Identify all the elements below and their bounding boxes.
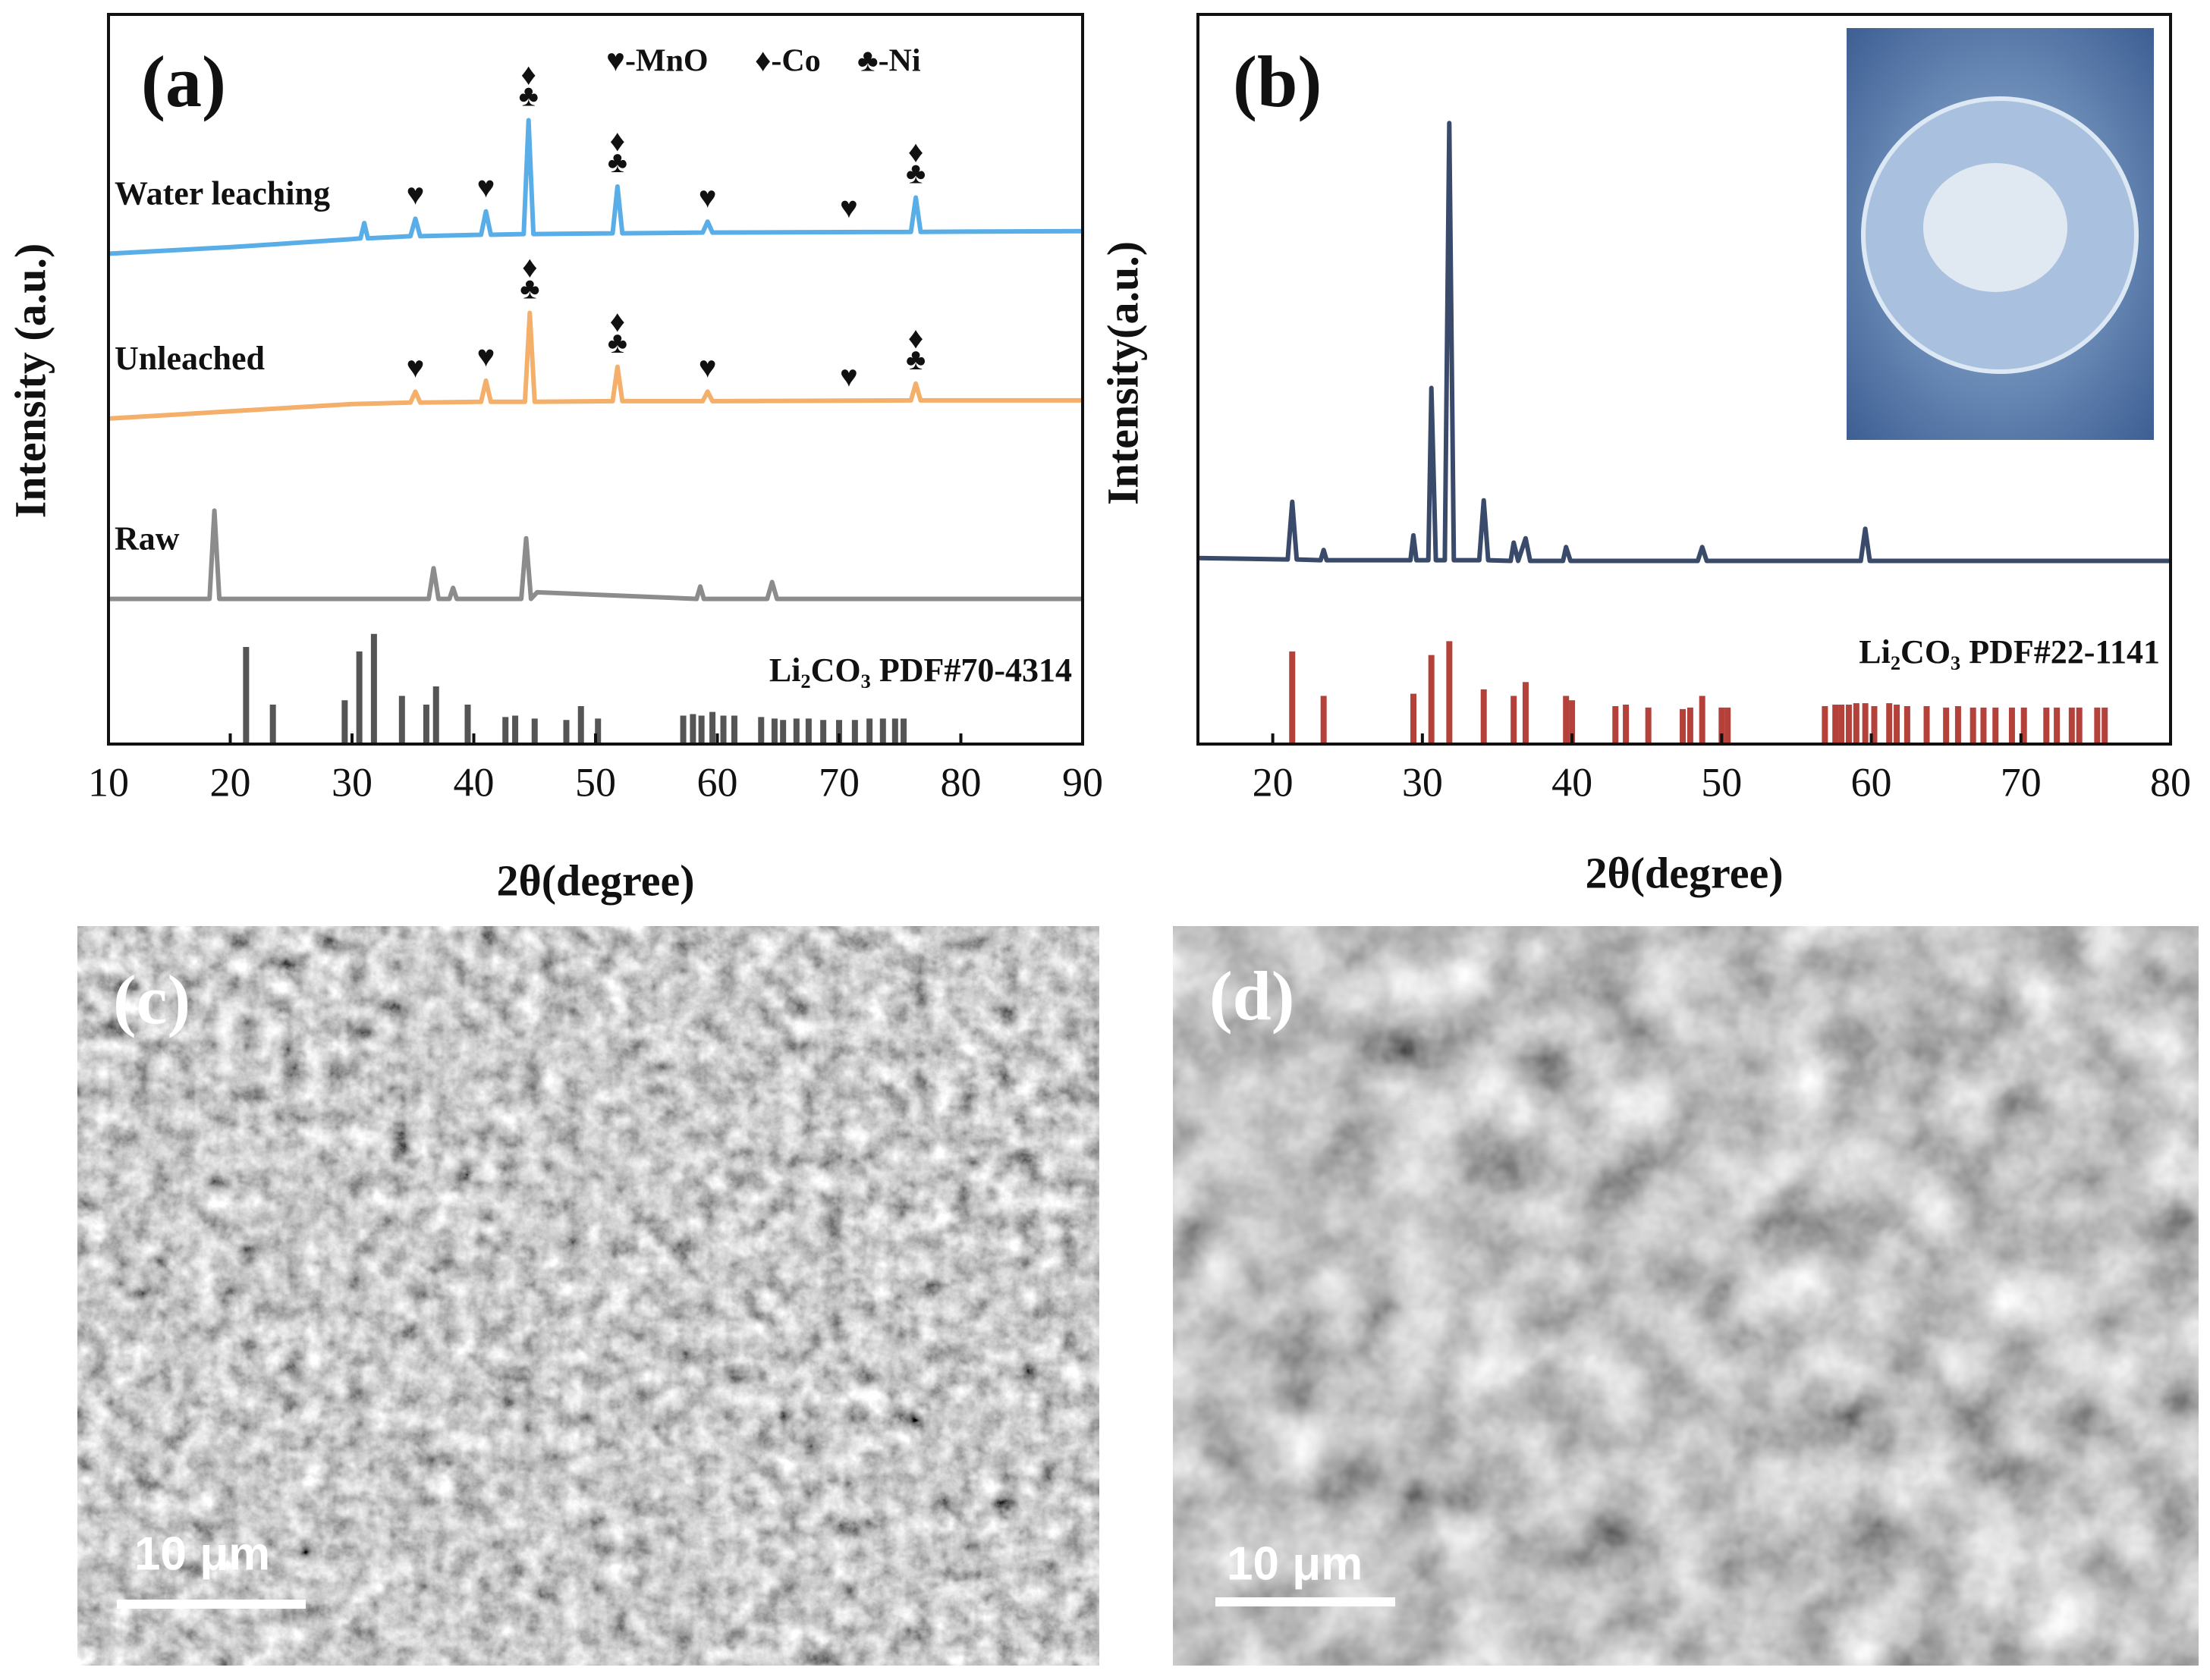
legend-entry: ♦-Co (755, 44, 821, 79)
x-tick-label: 80 (2150, 759, 2191, 805)
x-tick-label: 30 (1402, 759, 1443, 805)
scale-bar (117, 1600, 306, 1609)
sem-texture (77, 926, 1099, 1666)
x-tick-label: 30 (332, 759, 373, 805)
x-tick-label: 10 (88, 759, 129, 805)
y-axis-title: Intensity(a.u.) (1098, 241, 1147, 505)
peak-marker: ♦ (522, 250, 537, 284)
inset-photo (1847, 28, 2154, 440)
legend-entry: ♥-MnO (606, 44, 709, 79)
plot-frame (107, 13, 1084, 746)
x-tick-label: 50 (575, 759, 616, 805)
xrd-trace (1197, 121, 2171, 564)
x-tick-label: 90 (1062, 759, 1103, 805)
peak-marker: ♥ (407, 177, 425, 212)
peak-marker: ♣ (519, 79, 539, 113)
x-tick-label: 20 (1253, 759, 1294, 805)
xrd-trace (108, 508, 1083, 601)
peak-marker: ♥ (407, 350, 425, 385)
legend-entry: ♣-Ni (857, 44, 921, 79)
x-tick-label: 20 (210, 759, 251, 805)
reference-label: Li₂CO₃ PDF#70-4314 (769, 652, 1072, 689)
x-tick-label: 60 (1851, 759, 1892, 805)
peak-marker: ♥ (699, 350, 717, 385)
series-label: Unleached (115, 340, 265, 377)
peak-marker: ♥ (699, 180, 717, 214)
scale-bar-label: 10 μm (134, 1528, 270, 1580)
panel-label: (b) (1233, 41, 1322, 122)
peak-marker: ♣ (520, 272, 539, 306)
plot-frame (1196, 13, 2172, 746)
x-axis-title: 2θ(degree) (496, 856, 694, 905)
scale-bar (1215, 1597, 1395, 1606)
peak-marker: ♦ (610, 124, 625, 158)
x-tick-label: 70 (2001, 759, 2042, 805)
sem-texture (1173, 926, 2199, 1666)
x-tick-label: 70 (819, 759, 860, 805)
x-tick-label: 50 (1701, 759, 1742, 805)
y-axis-title: Intensity (a.u.) (5, 243, 55, 519)
series-label: Raw (115, 520, 180, 557)
powder (1923, 163, 2067, 292)
peak-marker: ♦ (521, 58, 536, 92)
x-tick-label: 80 (941, 759, 982, 805)
peak-marker: ♣ (906, 156, 926, 190)
x-axis-title: 2θ(degree) (1585, 848, 1783, 897)
peak-marker: ♣ (608, 145, 627, 179)
peak-marker: ♦ (610, 304, 625, 338)
panel-label: (c) (113, 961, 190, 1038)
sem-image-d: (d) 10 μm (1173, 926, 2199, 1666)
xrd-trace (108, 310, 1083, 421)
peak-marker: ♣ (608, 325, 627, 360)
peak-marker: ♦ (908, 135, 923, 169)
series-label: Water leaching (115, 175, 330, 212)
peak-marker: ♣ (906, 342, 926, 376)
x-tick-label: 60 (697, 759, 738, 805)
panel-label: (a) (141, 41, 226, 122)
peak-marker: ♦ (908, 321, 923, 355)
xrd-trace (108, 118, 1083, 256)
peak-marker: ♥ (477, 170, 495, 204)
reference-label: Li₂CO₃ PDF#22-1141 (1859, 633, 2160, 670)
peak-marker: ♥ (477, 339, 495, 373)
peak-marker: ♥ (840, 359, 858, 393)
scale-bar-label: 10 μm (1227, 1537, 1363, 1590)
sem-image-c: (c) 10 μm (77, 926, 1099, 1666)
peak-marker: ♥ (840, 190, 858, 225)
panel-label: (d) (1209, 957, 1294, 1035)
x-tick-label: 40 (454, 759, 495, 805)
x-tick-label: 40 (1551, 759, 1592, 805)
